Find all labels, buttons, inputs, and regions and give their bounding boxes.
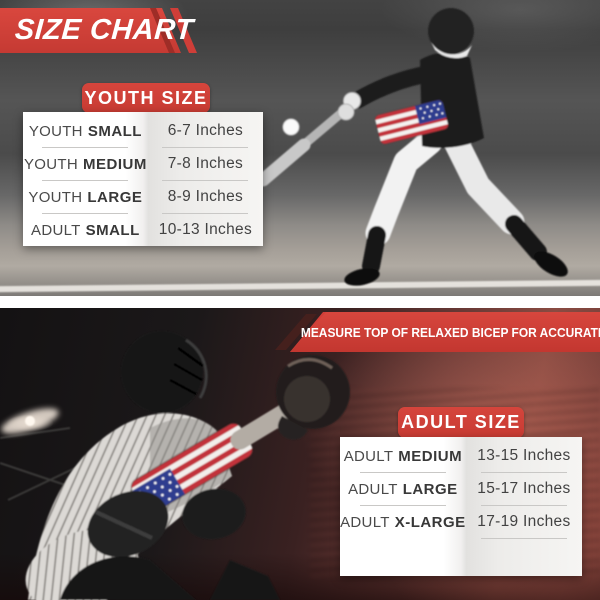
adult-size-badge: ADULT SIZE [398, 407, 524, 438]
batter-back-sock [505, 215, 547, 261]
catcher-figure [25, 331, 350, 600]
row-divider [42, 147, 129, 148]
row-divider [359, 472, 446, 473]
batter-arms [349, 65, 437, 109]
size-label: ADULT X-LARGE [340, 513, 466, 531]
flag-armband-icon [374, 99, 450, 146]
size-value: 10-13 Inches [158, 221, 252, 238]
row-divider [42, 180, 129, 181]
mitt-lacing [287, 358, 333, 370]
knee-pad [87, 490, 169, 558]
size-value: 7-8 Inches [167, 155, 244, 172]
batter-front-leg [365, 129, 443, 246]
batter-back-cleat [534, 251, 568, 277]
flag-armband-icon [128, 420, 256, 517]
size-value: 15-17 Inches [477, 480, 571, 497]
row-divider [162, 180, 249, 181]
title-banner-shape [0, 8, 181, 53]
youth-size-badge: YOUTH SIZE [82, 83, 210, 113]
row-divider [162, 147, 249, 148]
shin-guard [60, 556, 196, 600]
row-divider [480, 505, 567, 506]
row-divider [359, 505, 446, 506]
batter-figure [256, 8, 568, 286]
batter-photo-illustration [0, 8, 600, 293]
measure-banner-shape [290, 312, 600, 352]
baseball-bat-barrel [256, 138, 311, 187]
size-value: 6-7 Inches [167, 122, 244, 139]
size-label: ADULT MEDIUM [343, 447, 463, 465]
row-divider [162, 213, 249, 214]
helmet-highlight [185, 338, 208, 399]
knee-pad [182, 488, 246, 540]
youth-size-values-column: 6-7 Inches 7-8 Inches 8-9 Inches 10-13 I… [147, 112, 263, 246]
size-value: 13-15 Inches [477, 447, 571, 464]
size-label: YOUTH LARGE [28, 188, 143, 206]
stadium-floodlight-core [25, 416, 35, 426]
batter-front-sock [362, 226, 386, 275]
helmet-face-guard [431, 42, 472, 59]
measure-banner: MEASURE TOP OF RELAXED BICEP FOR ACCURAT… [260, 310, 600, 354]
adult-size-table: ADULT MEDIUM ADULT LARGE ADULT X-LARGE 13-1… [340, 437, 582, 576]
size-label: ADULT SMALL [31, 221, 140, 239]
youth-size-labels-column: YOUTH SMALL YOUTH MEDIUM YOUTH LARGE ADULT S… [23, 112, 148, 246]
row-divider [480, 472, 567, 473]
batter-front-cleat [344, 268, 380, 286]
measure-instruction-text: MEASURE TOP OF RELAXED BICEP FOR ACCURAT… [300, 324, 600, 340]
page-title: SIZE CHART [13, 13, 195, 46]
title-banner: SIZE CHART [0, 8, 210, 53]
adult-size-values-column: 13-15 Inches 15-17 Inches 17-19 Inches [465, 437, 582, 576]
catcher-photo-illustration [0, 331, 350, 600]
catcher-forearm [230, 401, 298, 450]
adult-size-labels-column: ADULT MEDIUM ADULT LARGE ADULT X-LARGE [340, 437, 466, 576]
size-label: YOUTH SMALL [28, 122, 142, 140]
size-label: YOUTH MEDIUM [23, 155, 147, 173]
batting-glove [337, 103, 355, 121]
knee-pad-ridge [95, 510, 153, 540]
size-label: ADULT LARGE [348, 480, 458, 498]
mitt-thumb [277, 416, 308, 440]
row-divider [480, 538, 567, 539]
catcher-mask-cage [169, 346, 204, 396]
size-value: 17-19 Inches [477, 513, 571, 530]
mitt-palm [284, 376, 330, 422]
batting-helmet [428, 8, 474, 54]
size-value: 8-9 Inches [167, 188, 244, 205]
baseball [282, 118, 300, 136]
section-divider [0, 296, 600, 308]
batter-back-leg [442, 127, 525, 235]
youth-size-table: YOUTH SMALL YOUTH MEDIUM YOUTH LARGE ADULT S… [23, 112, 263, 246]
shin-guard [210, 560, 280, 600]
chalk-baseline [0, 279, 600, 293]
row-divider [42, 213, 129, 214]
